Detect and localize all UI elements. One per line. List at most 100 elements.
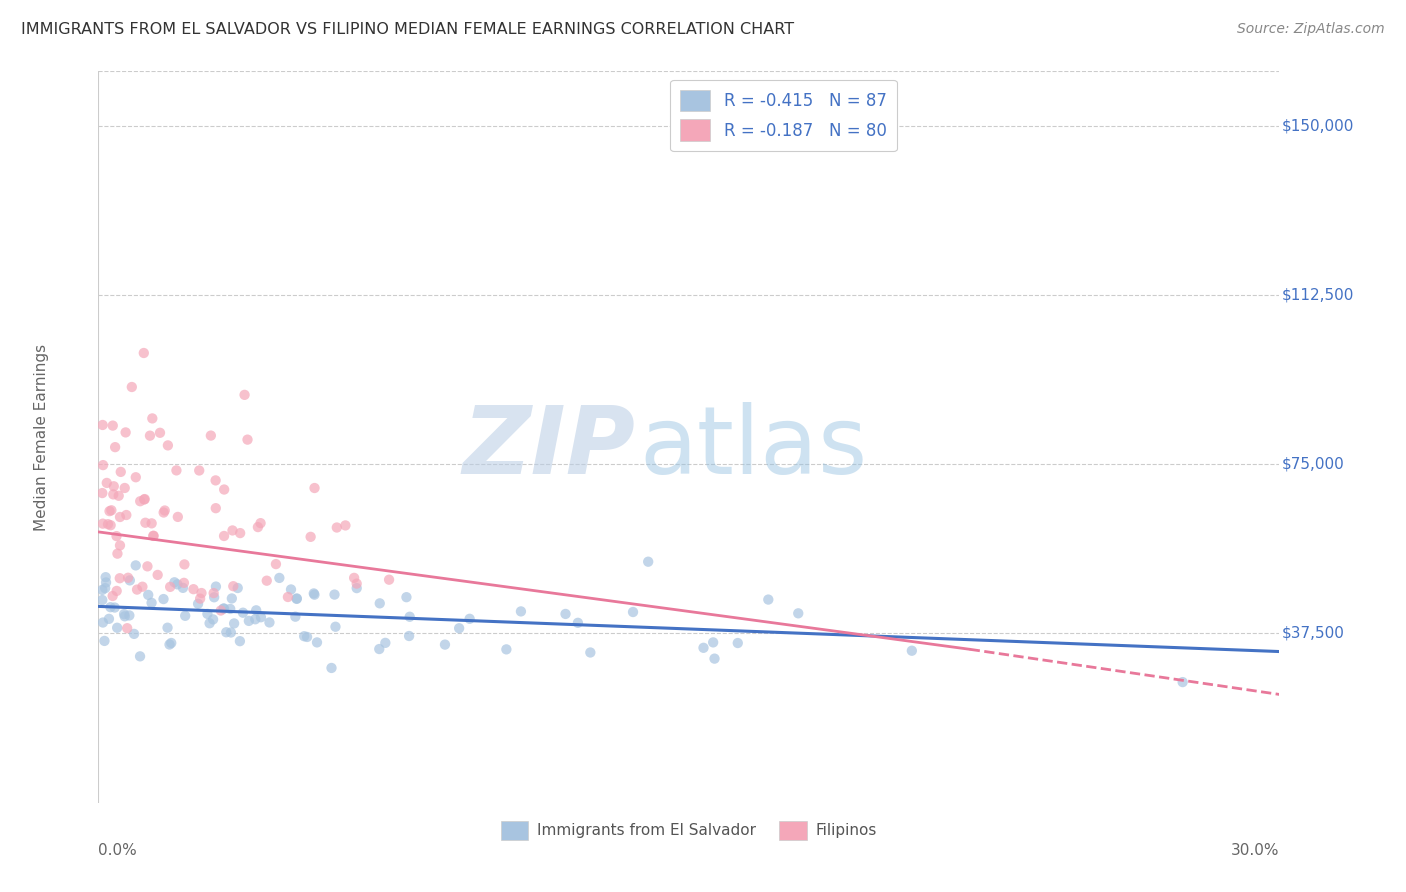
- Point: [222, 579, 245, 593]
- Point: [121, 380, 143, 394]
- Point: [215, 625, 238, 640]
- Point: [374, 636, 396, 650]
- Point: [202, 586, 225, 600]
- Point: [136, 588, 159, 602]
- Point: [91, 582, 114, 597]
- Point: [458, 612, 481, 626]
- Point: [250, 610, 273, 624]
- Point: [221, 524, 243, 538]
- Point: [280, 582, 302, 597]
- Point: [198, 616, 221, 631]
- Point: [212, 601, 235, 615]
- Point: [114, 425, 136, 440]
- Point: [398, 609, 420, 624]
- Point: [200, 428, 222, 442]
- Point: [118, 608, 141, 623]
- Legend: Immigrants from El Salvador, Filipinos: Immigrants from El Salvador, Filipinos: [495, 814, 883, 847]
- Point: [219, 602, 242, 616]
- Point: [212, 529, 235, 543]
- Point: [245, 603, 267, 617]
- Point: [104, 600, 127, 615]
- Point: [304, 588, 326, 602]
- Point: [232, 606, 254, 620]
- Point: [269, 571, 291, 585]
- Point: [166, 509, 188, 524]
- Point: [141, 596, 163, 610]
- Point: [156, 621, 179, 635]
- Point: [129, 649, 152, 664]
- Point: [91, 615, 114, 630]
- Point: [94, 570, 117, 584]
- Point: [188, 591, 211, 606]
- Point: [756, 592, 779, 607]
- Point: [368, 596, 391, 610]
- Point: [579, 645, 602, 659]
- Point: [205, 580, 228, 594]
- Point: [108, 538, 131, 552]
- Point: [152, 592, 174, 607]
- Point: [259, 615, 281, 630]
- Point: [96, 475, 118, 490]
- Point: [173, 575, 195, 590]
- Point: [190, 586, 212, 600]
- Point: [292, 629, 315, 643]
- Point: [219, 625, 242, 640]
- Point: [103, 487, 125, 501]
- Point: [304, 481, 326, 495]
- Point: [510, 604, 533, 618]
- Point: [112, 607, 135, 621]
- Point: [108, 571, 131, 585]
- Point: [187, 597, 209, 611]
- Point: [236, 433, 259, 447]
- Text: $75,000: $75,000: [1282, 457, 1344, 472]
- Point: [94, 581, 117, 595]
- Point: [97, 612, 120, 626]
- Point: [226, 581, 249, 595]
- Point: [295, 630, 318, 644]
- Point: [115, 508, 138, 522]
- Point: [621, 605, 644, 619]
- Point: [233, 388, 256, 402]
- Point: [1171, 675, 1194, 690]
- Point: [346, 576, 368, 591]
- Point: [238, 614, 260, 628]
- Point: [142, 529, 165, 543]
- Point: [692, 640, 714, 655]
- Point: [160, 636, 183, 650]
- Point: [100, 503, 122, 517]
- Point: [285, 591, 308, 606]
- Point: [554, 607, 576, 621]
- Point: [173, 558, 195, 572]
- Point: [146, 568, 169, 582]
- Point: [134, 516, 156, 530]
- Point: [114, 481, 136, 495]
- Point: [153, 503, 176, 517]
- Point: [141, 411, 163, 425]
- Point: [125, 470, 148, 484]
- Point: [91, 417, 114, 432]
- Point: [204, 474, 226, 488]
- Point: [197, 607, 219, 621]
- Point: [152, 506, 174, 520]
- Point: [118, 574, 141, 588]
- Point: [101, 589, 124, 603]
- Point: [285, 591, 308, 606]
- Point: [221, 591, 243, 606]
- Point: [149, 425, 172, 440]
- Point: [326, 520, 349, 534]
- Point: [159, 638, 181, 652]
- Point: [224, 616, 246, 631]
- Point: [134, 492, 156, 507]
- Point: [245, 612, 267, 626]
- Point: [346, 581, 368, 595]
- Point: [335, 518, 357, 533]
- Text: $37,500: $37,500: [1282, 626, 1344, 641]
- Point: [703, 651, 725, 665]
- Text: $112,500: $112,500: [1282, 287, 1354, 302]
- Point: [156, 438, 179, 452]
- Point: [100, 600, 122, 615]
- Point: [702, 635, 724, 649]
- Point: [166, 577, 188, 591]
- Point: [323, 588, 346, 602]
- Point: [183, 582, 205, 597]
